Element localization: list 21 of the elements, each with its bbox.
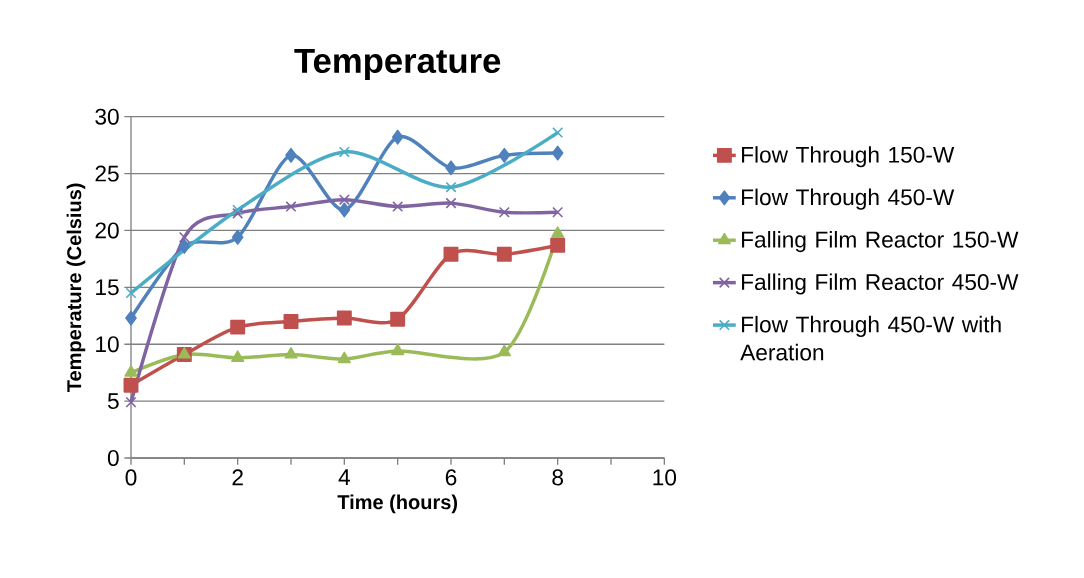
x-tick-label: 6 [445,469,457,486]
x-tick-label: 8 [552,469,563,486]
y-tick-label: 0 [107,449,119,467]
y-tick-label: 15 [96,279,119,296]
legend-label: Flow Through 150-W [742,146,955,168]
y-tick-label: 25 [95,165,119,182]
x-tick-label: 4 [338,469,350,485]
legend-label: Flow Through 450-W [742,188,955,210]
legend-label: Falling Film Reactor 450-W [742,273,1019,295]
legend-label: Flow Through 450-W with Aeration [740,315,1001,361]
y-tick-label: 5 [107,393,119,410]
y-tick-label: 10 [96,336,119,353]
y-tick-label: 30 [95,108,119,125]
x-tick-label: 2 [232,469,243,486]
y-axis-title: Temperature (Celsius) [66,183,86,392]
x-tick-label: 10 [653,469,677,486]
legend-label: Falling Film Reactor 150-W [742,231,1019,253]
x-axis-title: Time (hours) [337,494,458,514]
y-tick-label: 20 [95,222,119,239]
x-tick-label: 0 [125,469,137,486]
chart-title: Temperature [294,48,501,80]
